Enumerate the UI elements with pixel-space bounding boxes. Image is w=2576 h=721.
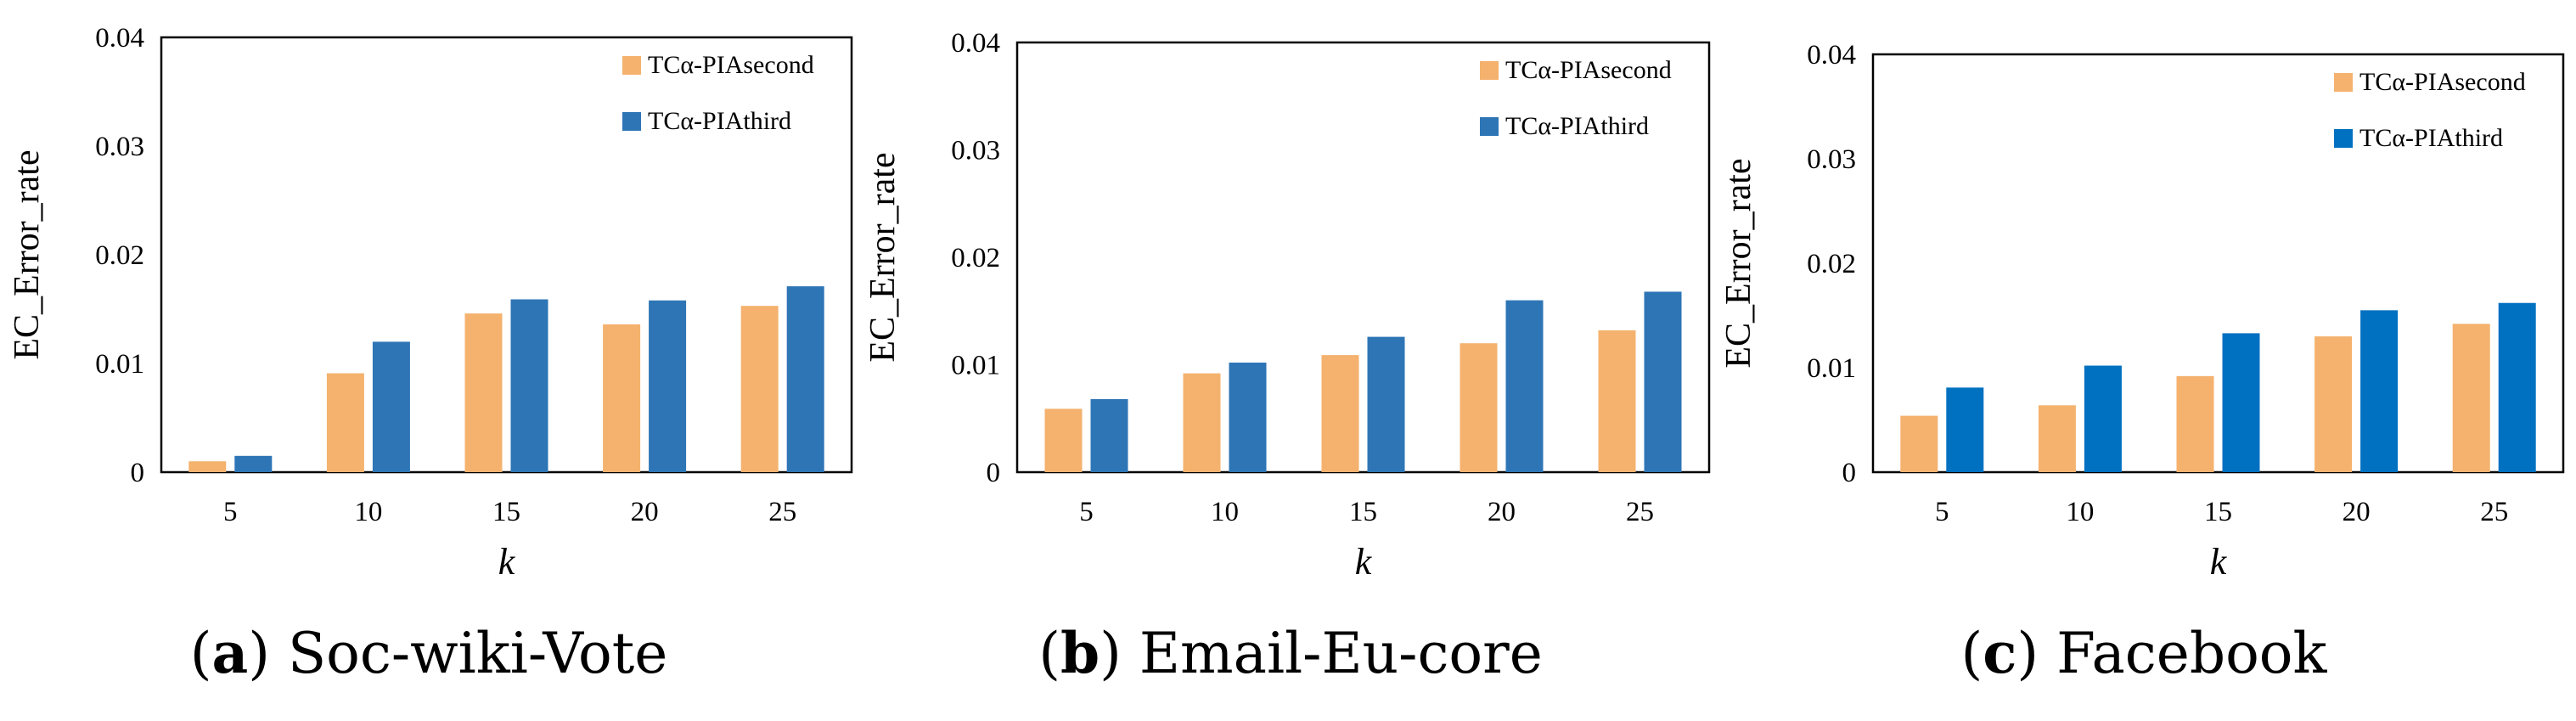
legend-label: TCα-PIAsecond xyxy=(1505,56,1672,84)
legend-swatch xyxy=(1480,117,1499,136)
y-tick-label: 0.02 xyxy=(95,240,144,271)
x-axis-label: k xyxy=(1355,541,1373,583)
caption-b: (b) Email-Eu-core xyxy=(1038,620,1543,686)
y-tick-label: 0 xyxy=(1842,458,1857,488)
bar-third xyxy=(1946,387,1984,472)
y-tick-label: 0.04 xyxy=(1807,40,1856,70)
bar-second xyxy=(1044,408,1083,472)
caption-a: (a) Soc-wiki-Vote xyxy=(189,620,668,686)
y-tick-label: 0.04 xyxy=(951,28,1000,59)
y-tick-label: 0 xyxy=(131,458,145,488)
bar-second xyxy=(740,306,779,472)
bar-third xyxy=(2498,302,2536,472)
bar-third xyxy=(2222,333,2260,472)
legend-swatch xyxy=(1480,61,1499,80)
legend-swatch xyxy=(2334,73,2353,92)
x-tick-label: 25 xyxy=(2480,497,2508,527)
x-tick-label: 25 xyxy=(768,497,796,527)
bar-third xyxy=(1229,362,1267,472)
x-axis-label: k xyxy=(2210,541,2228,583)
y-tick-label: 0.01 xyxy=(951,351,1000,381)
bar-second xyxy=(2176,375,2214,472)
x-axis-label: k xyxy=(498,541,516,583)
y-tick-label: 0.03 xyxy=(95,132,144,162)
bar-second xyxy=(2314,336,2353,472)
caption-c: (c) Facebook xyxy=(1960,620,2327,686)
x-tick-label: 10 xyxy=(2066,497,2094,527)
bar-third xyxy=(786,286,824,472)
x-tick-label: 5 xyxy=(1079,497,1094,527)
bar-second xyxy=(464,313,503,472)
y-tick-label: 0.02 xyxy=(951,243,1000,273)
caption-letter: b xyxy=(1060,620,1100,686)
bar-second xyxy=(1460,343,1498,472)
legend-swatch xyxy=(622,56,641,75)
bar-third xyxy=(1644,291,1682,472)
bar-third xyxy=(2084,365,2122,472)
legend-swatch xyxy=(2334,129,2353,148)
bar-third xyxy=(2360,310,2399,472)
plot-frame xyxy=(1015,41,1711,474)
y-axis-label: EC_Error_rate xyxy=(863,152,903,362)
legend-label: TCα-PIAthird xyxy=(2359,124,2503,152)
x-tick-label: 20 xyxy=(631,497,659,527)
caption-letter: c xyxy=(1983,620,2017,686)
caption-name: Facebook xyxy=(2056,621,2327,686)
y-tick-label: 0.04 xyxy=(95,23,144,54)
x-tick-label: 15 xyxy=(2204,497,2232,527)
bar-third xyxy=(1367,336,1405,472)
bar-third xyxy=(372,341,410,472)
bar-second xyxy=(1598,330,1636,472)
legend-swatch xyxy=(622,112,641,131)
bar-second xyxy=(1183,373,1221,472)
caption-name: Email-Eu-core xyxy=(1139,621,1543,686)
y-axis-label: EC_Error_rate xyxy=(1719,158,1758,368)
chart-panel-a: 0 0.01 0.02 0.03 0.04 5 10 15 20 25 k EC_Error_rate… xyxy=(8,23,853,583)
bar-second xyxy=(2038,405,2076,472)
y-tick-label: 0 xyxy=(987,458,1001,488)
chart-panel-c: 0 0.01 0.02 0.03 0.04 5 10 15 20 25 k EC_Error_rate… xyxy=(1719,40,2565,583)
caption-name: Soc-wiki-Vote xyxy=(287,621,668,686)
x-tick-label: 10 xyxy=(354,497,382,527)
x-tick-label: 25 xyxy=(1626,497,1654,527)
x-tick-label: 5 xyxy=(1935,497,1949,527)
y-tick-label: 0.02 xyxy=(1807,249,1856,279)
plot-frame xyxy=(160,36,853,474)
x-tick-label: 20 xyxy=(2343,497,2371,527)
y-tick-label: 0.01 xyxy=(95,349,144,380)
bar-third xyxy=(649,300,687,472)
x-tick-label: 15 xyxy=(1349,497,1377,527)
legend-label: TCα-PIAsecond xyxy=(648,51,814,79)
y-tick-label: 0.01 xyxy=(1807,353,1856,384)
y-axis-label: EC_Error_rate xyxy=(8,149,47,359)
bar-second xyxy=(326,373,364,472)
bar-second xyxy=(2452,324,2490,472)
bar-third xyxy=(234,455,273,472)
bar-second xyxy=(603,324,641,472)
x-tick-label: 15 xyxy=(492,497,520,527)
bar-second xyxy=(1900,415,1938,472)
y-tick-label: 0.03 xyxy=(951,136,1000,166)
caption-letter: a xyxy=(211,620,249,686)
x-tick-label: 5 xyxy=(223,497,238,527)
bar-third xyxy=(510,299,548,472)
x-tick-label: 10 xyxy=(1211,497,1239,527)
legend-label: TCα-PIAsecond xyxy=(2359,68,2526,96)
plot-frame xyxy=(1871,53,2565,474)
bar-second xyxy=(1321,355,1359,472)
chart-panel-b: 0 0.01 0.02 0.03 0.04 5 10 15 20 25 k EC_Error_rate… xyxy=(863,28,1711,583)
x-tick-label: 20 xyxy=(1488,497,1516,527)
bar-third xyxy=(1090,398,1128,472)
legend-label: TCα-PIAthird xyxy=(1505,112,1649,140)
bar-second xyxy=(188,461,227,472)
y-tick-label: 0.03 xyxy=(1807,144,1856,175)
bar-third xyxy=(1505,300,1544,472)
legend-label: TCα-PIAthird xyxy=(648,107,791,135)
